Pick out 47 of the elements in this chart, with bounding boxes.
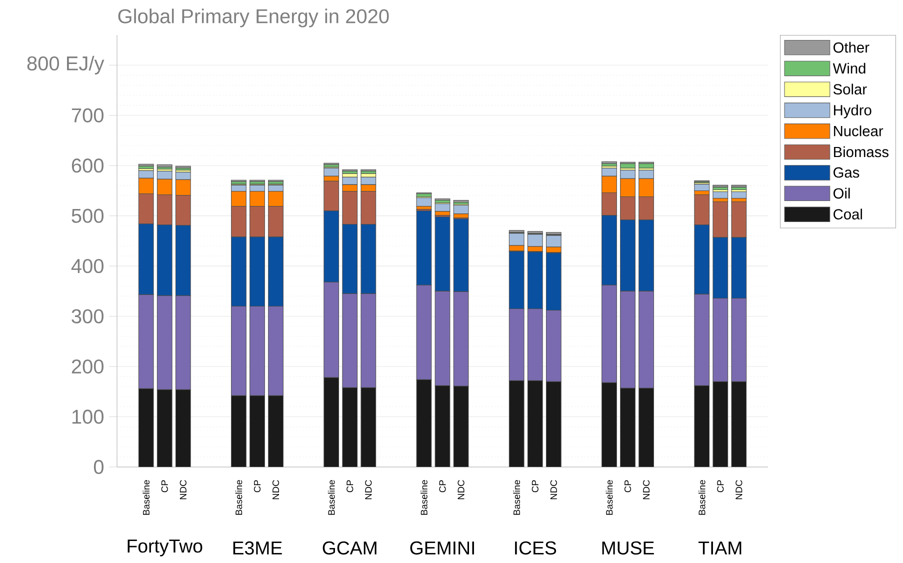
legend-label: Other [833,42,870,53]
legend-label: Solar [833,84,867,94]
legend-label: Oil [833,188,850,199]
x-tick-label: Baseline [235,480,242,515]
x-tick-label: Baseline [698,480,706,515]
x-tick-label: CP [439,480,446,492]
x-tick-label: CP [532,480,538,492]
x-tick-label: Baseline [513,480,520,515]
y-tick-label: 300 [72,309,104,324]
x-tick-label: Baseline [328,480,335,515]
x-tick-label: NDC [365,480,372,500]
text: MUSE [602,541,654,555]
text: GCAM [322,541,376,555]
x-tick-label: CP [346,480,354,492]
y-tick-label: 200 [72,359,104,374]
y-tick-label: 100 [72,410,104,424]
x-tick-label: NDC [180,480,186,500]
x-tick-label: NDC [550,480,557,500]
legend-label: Nuclear [834,126,884,136]
x-tick-label: NDC [736,480,742,500]
text: FortyTwo [128,540,202,556]
x-tick-label: NDC [458,480,464,500]
y-tick-label: 600 [72,158,104,173]
text: E3ME [233,541,282,555]
x-tick-label: NDC [272,480,280,500]
chart-title: Global Primary Energy in 2020 [118,8,389,28]
legend-label: Hydro [834,104,872,118]
x-tick-label: CP [161,480,168,492]
x-tick-label: Baseline [420,480,428,515]
legend-label: Biomass [834,146,888,158]
y-tick-label: 0 [94,460,104,474]
text: GEMINI [410,541,474,555]
x-tick-label: CP [254,480,261,492]
x-tick-label: Baseline [606,480,613,515]
y-tick-label: 500 [72,208,104,223]
y-tick-label: 400 [71,258,104,274]
legend-label: Wind [832,62,866,74]
x-tick-label: Baseline [142,480,150,515]
legend-label: Coal [834,208,862,220]
x-tick-label: NDC [643,480,650,500]
y-tick-label: 700 [72,108,104,122]
x-tick-label: CP [624,480,632,492]
text: TIAM [698,542,742,554]
y-tick-label: 800 EJ/y [27,56,104,74]
legend-label: Gas [834,167,860,178]
text: ICES [515,541,556,555]
x-tick-label: CP [717,480,724,492]
